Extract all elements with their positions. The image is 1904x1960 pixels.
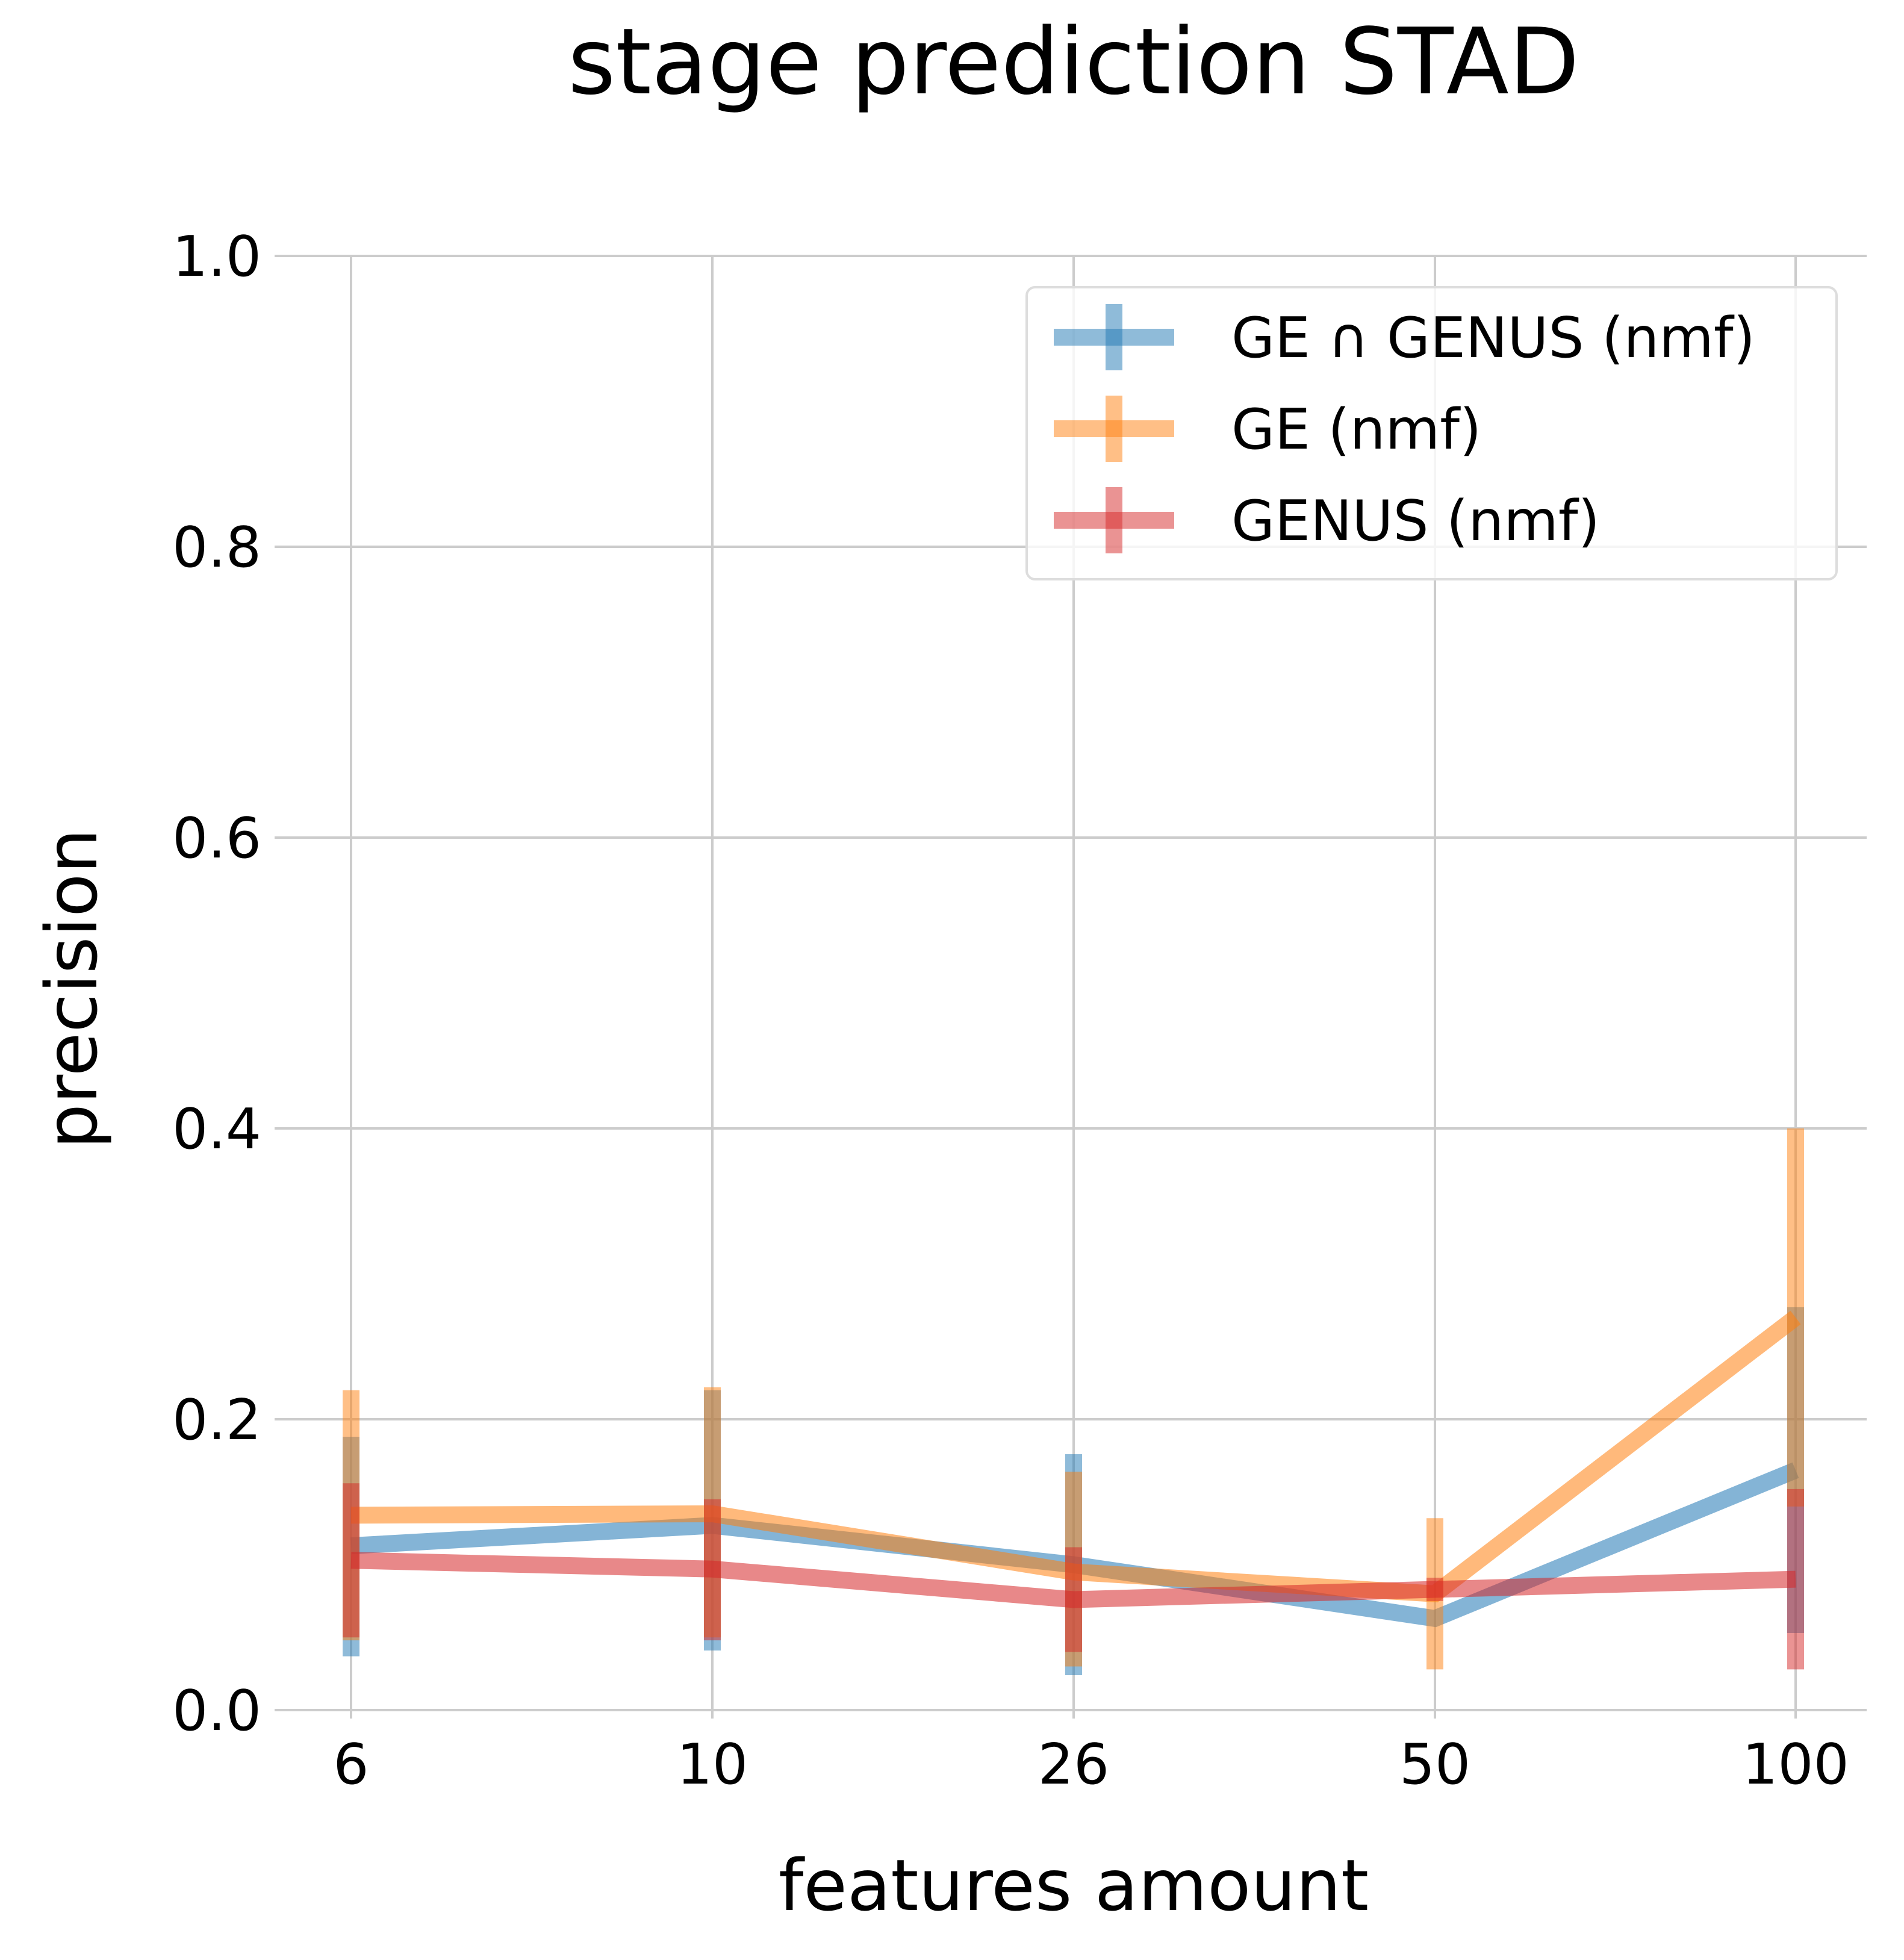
y-tick-label: 0.6 [172, 806, 261, 871]
x-tick-label: 26 [1038, 1732, 1109, 1797]
legend-entry: GENUS (nmf) [1054, 487, 1600, 553]
y-tick-label: 1.0 [172, 224, 261, 289]
y-tick-label: 0.8 [172, 515, 261, 580]
chart-title: stage prediction STAD [568, 8, 1579, 115]
data-point [1795, 1317, 1796, 1318]
data-point [350, 1560, 352, 1561]
x-tick-label: 6 [333, 1732, 369, 1797]
legend-entry: GE ∩ GENUS (nmf) [1054, 304, 1755, 370]
x-tick-label: 50 [1399, 1732, 1470, 1797]
series-line [350, 1552, 1796, 1608]
legend-label: GE (nmf) [1231, 397, 1481, 462]
data-point [1795, 1579, 1796, 1580]
data-point [1434, 1589, 1436, 1590]
data-point [1073, 1599, 1074, 1600]
y-tick-label: 0.2 [172, 1387, 261, 1452]
y-tick-label: 0.0 [172, 1678, 261, 1743]
y-axis-label: precision [30, 829, 113, 1149]
x-tick-label: 100 [1742, 1732, 1849, 1797]
series-group [343, 1128, 1804, 1676]
legend-label: GE ∩ GENUS (nmf) [1231, 305, 1755, 370]
y-tick-label: 0.4 [172, 1097, 261, 1162]
x-tick-label: 10 [677, 1732, 748, 1797]
data-point [712, 1569, 713, 1570]
legend-entry: GE (nmf) [1054, 396, 1481, 462]
legend: GE ∩ GENUS (nmf) GE (nmf) GENUS (nmf) [1025, 286, 1838, 580]
x-axis-label: features amount [779, 1844, 1369, 1927]
axes: 0.0 0.2 0.4 0.6 0.8 1.0 6 10 26 50 100 [172, 224, 1849, 1797]
legend-label: GENUS (nmf) [1231, 488, 1600, 553]
series-3 [343, 1483, 1804, 1670]
legend-frame [1025, 286, 1838, 580]
